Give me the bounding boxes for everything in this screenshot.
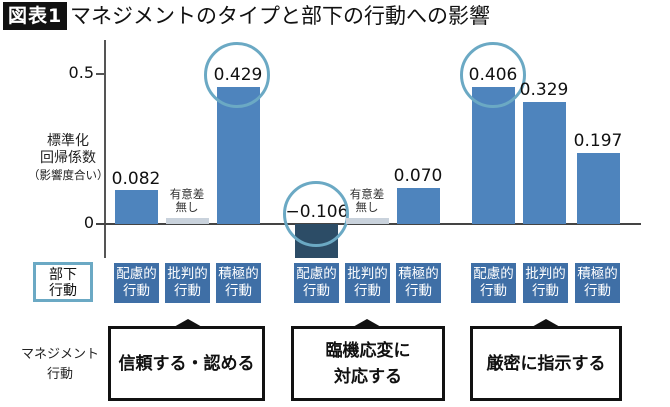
y-axis-label: 標準化 回帰係数 （影響度合い） bbox=[28, 133, 109, 184]
subordinate-behavior-label: 部下 行動 bbox=[33, 262, 93, 302]
y-tick-0.5 bbox=[96, 73, 105, 75]
category-g1-considerate: 配慮的 行動 bbox=[114, 263, 159, 303]
value-g3-proactive: 0.197 bbox=[573, 131, 623, 151]
category-g3-proactive: 積極的 行動 bbox=[575, 263, 620, 303]
ns-label-g2-line2: 無し bbox=[355, 200, 379, 214]
ns-label-g2-line1: 有意差 bbox=[349, 187, 385, 201]
bar-g1-proactive bbox=[217, 87, 260, 224]
management-label-line1: マネジメント bbox=[20, 347, 99, 362]
value-g3-critical: 0.329 bbox=[519, 80, 569, 100]
category-g2-proactive: 積極的 行動 bbox=[396, 263, 441, 303]
highlight-circle-g3 bbox=[460, 42, 526, 108]
y-axis-label-line2: 回帰係数 bbox=[40, 150, 96, 166]
y-tick-label-0: 0 bbox=[83, 213, 94, 232]
bar-g3-critical bbox=[523, 102, 566, 224]
management-box-flexible: 臨機応変に 対応する bbox=[291, 326, 445, 401]
management-behavior-label: マネジメント 行動 bbox=[20, 345, 100, 385]
bar-g3-proactive bbox=[577, 153, 620, 224]
category-g2-critical: 批判的 行動 bbox=[345, 263, 390, 303]
bar-g3-considerate bbox=[472, 87, 515, 224]
category-g1-proactive: 積極的 行動 bbox=[216, 263, 261, 303]
subordinate-label-line2: 行動 bbox=[49, 283, 77, 299]
management-box-strict: 厳密に指示する bbox=[470, 326, 622, 401]
x-axis-baseline bbox=[96, 223, 641, 225]
management-box-trust: 信頼する・認める bbox=[108, 326, 265, 401]
y-axis-label-line1: 標準化 bbox=[47, 133, 89, 149]
y-axis bbox=[104, 40, 106, 258]
category-g1-critical: 批判的 行動 bbox=[165, 263, 210, 303]
ns-label-g1-line1: 有意差 bbox=[169, 187, 205, 201]
value-g2-proactive: 0.070 bbox=[393, 166, 443, 186]
category-g3-critical: 批判的 行動 bbox=[523, 263, 568, 303]
category-g2-considerate: 配慮的 行動 bbox=[294, 263, 339, 303]
category-g3-considerate: 配慮的 行動 bbox=[471, 263, 516, 303]
management-label-line2: 行動 bbox=[46, 367, 73, 382]
ns-label-g1-line2: 無し bbox=[175, 200, 199, 214]
ns-label-g2: 有意差 無し bbox=[342, 188, 392, 214]
highlight-circle-g2 bbox=[283, 181, 349, 247]
chart-title: マネジメントのタイプと部下の行動への影響 bbox=[70, 4, 490, 28]
bar-g1-considerate bbox=[115, 190, 158, 224]
highlight-circle-g1 bbox=[204, 42, 270, 108]
ns-label-g1: 有意差 無し bbox=[162, 188, 212, 214]
bar-g2-proactive bbox=[397, 188, 440, 224]
figure-badge: 図表1 bbox=[3, 2, 68, 30]
y-tick-label-0.5: 0.5 bbox=[68, 63, 94, 82]
subordinate-label-line1: 部下 bbox=[49, 267, 77, 283]
bar-g2-critical-ns bbox=[346, 218, 389, 224]
value-g1-considerate: 0.082 bbox=[111, 169, 161, 189]
bar-g1-critical-ns bbox=[166, 218, 209, 224]
y-axis-label-line3: （影響度合い） bbox=[28, 168, 109, 182]
